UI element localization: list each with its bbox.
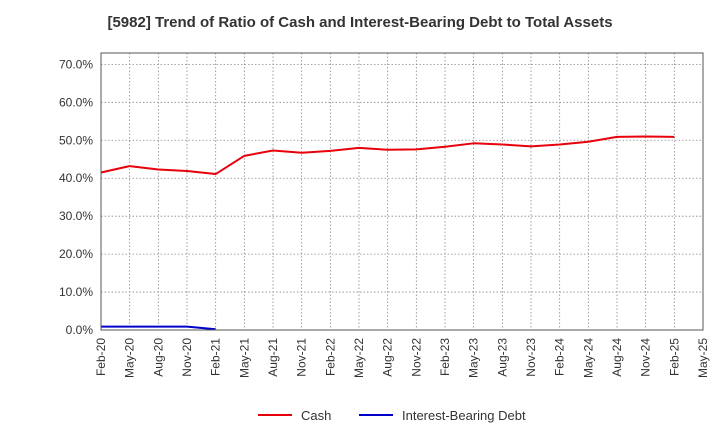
x-tick-label: May-21: [237, 338, 251, 378]
x-tick-label: Nov-21: [295, 338, 309, 377]
x-axis-ticks: Feb-20 May-20 Aug-20 Nov-20 Feb-21 May-21 Aug-…: [94, 338, 710, 378]
x-tick-label: Feb-23: [438, 338, 452, 376]
series-lines: [100, 135, 675, 331]
plot-border: [100, 52, 704, 331]
y-axis-ticks: 0.0% 10.0% 20.0% 30.0% 40.0% 50.0% 60.0% 70.0%: [59, 57, 93, 337]
x-tick-label: Aug-20: [151, 338, 165, 377]
x-tick-label: Nov-24: [639, 338, 653, 377]
y-tick-label: 10.0%: [59, 285, 93, 299]
x-tick-label: Nov-22: [409, 338, 423, 377]
x-tick-label: May-20: [123, 338, 137, 378]
series-line-interest-bearing-debt: [101, 325, 216, 331]
legend: Cash Interest-Bearing Debt: [258, 408, 526, 423]
legend-label: Interest-Bearing Debt: [402, 408, 526, 423]
y-tick-label: 20.0%: [59, 247, 93, 261]
x-tick-label: May-23: [467, 338, 481, 378]
x-tick-label: Nov-20: [180, 338, 194, 377]
x-tick-label: May-22: [352, 338, 366, 378]
y-tick-label: 30.0%: [59, 209, 93, 223]
x-tick-label: Nov-23: [524, 338, 538, 377]
x-tick-label: Feb-20: [94, 338, 108, 376]
x-tick-label: Aug-21: [266, 338, 280, 377]
x-tick-label: Feb-21: [209, 338, 223, 376]
y-tick-label: 70.0%: [59, 57, 93, 71]
x-tick-label: Aug-24: [610, 338, 624, 377]
plot-area: [101, 53, 703, 330]
x-tick-label: Feb-22: [323, 338, 337, 376]
x-tick-label: May-25: [696, 338, 710, 378]
legend-label: Cash: [301, 408, 331, 423]
y-tick-label: 0.0%: [66, 323, 94, 337]
chart-title: [5982] Trend of Ratio of Cash and Intere…: [107, 14, 613, 31]
x-tick-label: Aug-22: [381, 338, 395, 377]
series-line-cash: [100, 135, 675, 176]
x-tick-label: Feb-24: [553, 338, 567, 376]
x-tick-label: Aug-23: [495, 338, 509, 377]
x-tick-label: Feb-25: [667, 338, 681, 376]
grid: [101, 53, 703, 330]
y-tick-label: 60.0%: [59, 95, 93, 109]
y-tick-label: 50.0%: [59, 133, 93, 147]
y-tick-label: 40.0%: [59, 171, 93, 185]
x-tick-label: May-24: [581, 338, 595, 378]
